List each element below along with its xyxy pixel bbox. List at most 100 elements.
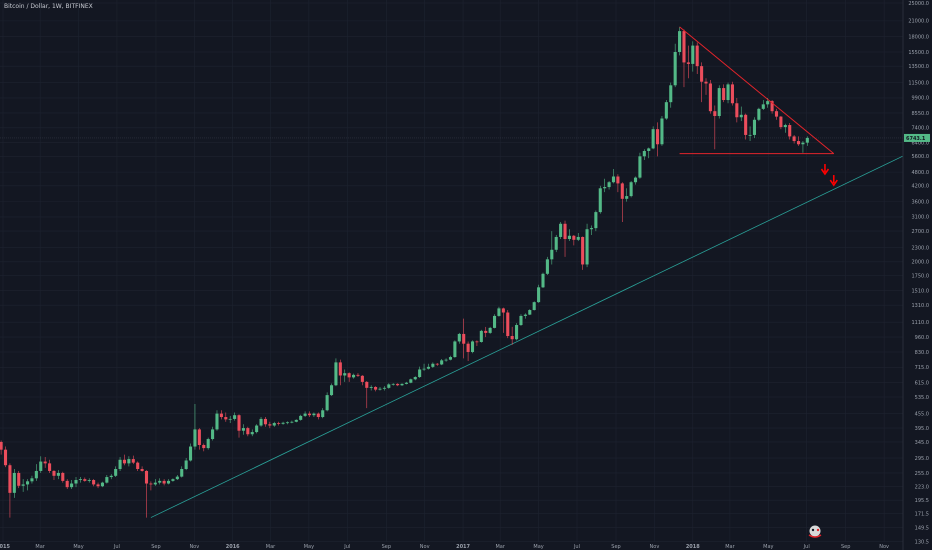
candle-body bbox=[440, 360, 444, 365]
candle-body bbox=[484, 330, 488, 333]
y-tick-label: 11500.0 bbox=[908, 80, 929, 86]
candle-body bbox=[158, 480, 162, 483]
current-price-tag bbox=[904, 133, 930, 142]
candle-body bbox=[589, 228, 594, 230]
candle-body bbox=[748, 134, 752, 136]
trend-line bbox=[150, 155, 905, 518]
candle-body bbox=[700, 66, 704, 82]
candle-body bbox=[554, 236, 558, 250]
candle-body bbox=[497, 308, 501, 316]
candle-body bbox=[651, 129, 655, 149]
time-axis[interactable]: 2015 Mar May Jul Sep Nov 2016 Mar May Jul Sep Nov 20… bbox=[0, 544, 889, 550]
candle-body bbox=[537, 287, 541, 303]
candle-body bbox=[224, 417, 228, 420]
y-tick-label: 960.0 bbox=[915, 335, 929, 341]
candle-body bbox=[215, 413, 219, 430]
chart-title: Bitcoin / Dollar, 1W, BITFINEX bbox=[4, 3, 93, 10]
candle-body bbox=[352, 374, 356, 378]
candle-body bbox=[263, 418, 267, 425]
candle-body bbox=[448, 357, 453, 360]
candle-body bbox=[457, 333, 461, 342]
y-tick-label: 2300.0 bbox=[912, 245, 930, 251]
candle-body bbox=[136, 462, 140, 470]
candle-body bbox=[682, 31, 686, 63]
candle-body bbox=[722, 88, 726, 101]
y-tick-label: 2700.0 bbox=[912, 229, 930, 235]
candle-body bbox=[528, 310, 532, 315]
candle-body bbox=[770, 101, 774, 112]
candle-body bbox=[387, 384, 391, 388]
x-tick-label: 2018 bbox=[686, 544, 700, 550]
price-axis[interactable]: 25000.0 21000.0 18000.0 15500.0 13500.0 11500… bbox=[902, 0, 932, 550]
candle-body bbox=[343, 373, 347, 376]
y-tick-label: 9900.0 bbox=[912, 96, 930, 102]
candle-body bbox=[757, 108, 761, 120]
candle-body bbox=[329, 385, 334, 396]
current-price-label: 6743.1 bbox=[906, 136, 926, 142]
y-tick-label: 830.0 bbox=[915, 350, 929, 356]
candle-body bbox=[307, 413, 312, 416]
y-tick-label: 1110.0 bbox=[912, 320, 930, 326]
candle-body bbox=[105, 477, 109, 483]
candle-body bbox=[625, 196, 629, 199]
candle-body bbox=[321, 410, 325, 418]
x-tick-label: Sep bbox=[382, 544, 391, 550]
candle-body bbox=[122, 459, 127, 464]
candle-body bbox=[100, 482, 104, 487]
candle-body bbox=[281, 422, 285, 424]
candle-body bbox=[532, 302, 536, 311]
candle-body bbox=[17, 472, 21, 486]
candle-body bbox=[153, 482, 157, 485]
candle-body bbox=[581, 236, 585, 265]
candle-body bbox=[585, 229, 589, 265]
candle-body bbox=[594, 212, 598, 229]
candle-body bbox=[572, 235, 576, 240]
candle-body bbox=[673, 51, 677, 86]
candle-body bbox=[431, 363, 435, 367]
candle-body bbox=[713, 111, 717, 117]
y-tick-label: 395.0 bbox=[915, 426, 929, 432]
candle-body bbox=[801, 142, 805, 145]
candle-body bbox=[202, 444, 206, 449]
candle-body bbox=[730, 84, 734, 104]
candle-body bbox=[144, 470, 149, 484]
candle-body bbox=[162, 480, 166, 484]
candle-body bbox=[475, 341, 479, 343]
y-tick-label: 6400.0 bbox=[912, 140, 930, 146]
trend-line-layer bbox=[150, 155, 905, 518]
candle-body bbox=[396, 383, 400, 386]
candle-body bbox=[691, 45, 695, 64]
x-tick-label: Jul bbox=[343, 544, 350, 550]
candle-body bbox=[620, 183, 624, 199]
candle-body bbox=[501, 308, 505, 313]
y-tick-label: 195.5 bbox=[915, 498, 929, 504]
candle-body bbox=[65, 480, 69, 488]
candle-body bbox=[541, 273, 545, 288]
candle-body bbox=[87, 480, 91, 481]
x-tick-label: May bbox=[763, 544, 773, 550]
candle-body bbox=[127, 459, 131, 464]
candle-body bbox=[338, 362, 342, 376]
candle-body bbox=[559, 223, 563, 237]
candle-body bbox=[409, 379, 413, 383]
candle-body bbox=[96, 484, 100, 487]
candle-body bbox=[241, 428, 245, 431]
y-tick-label: 1310.0 bbox=[912, 303, 930, 309]
candle-body bbox=[567, 235, 571, 239]
x-tick-label: Nov bbox=[420, 544, 430, 550]
candle-body bbox=[470, 341, 475, 352]
triangle-pattern-layer bbox=[679, 26, 835, 155]
y-tick-label: 3600.0 bbox=[912, 199, 930, 205]
triangle-upper-line bbox=[679, 26, 835, 155]
candle-body bbox=[233, 415, 237, 419]
candle-body bbox=[39, 461, 43, 471]
y-tick-label: 535.0 bbox=[915, 395, 929, 401]
candle-body bbox=[228, 418, 232, 420]
y-tick-label: 5600.0 bbox=[912, 154, 930, 160]
candle-body bbox=[400, 383, 404, 386]
down-arrow-head bbox=[820, 168, 830, 176]
candle-body bbox=[752, 119, 757, 135]
y-tick-label: 3100.0 bbox=[912, 215, 930, 221]
